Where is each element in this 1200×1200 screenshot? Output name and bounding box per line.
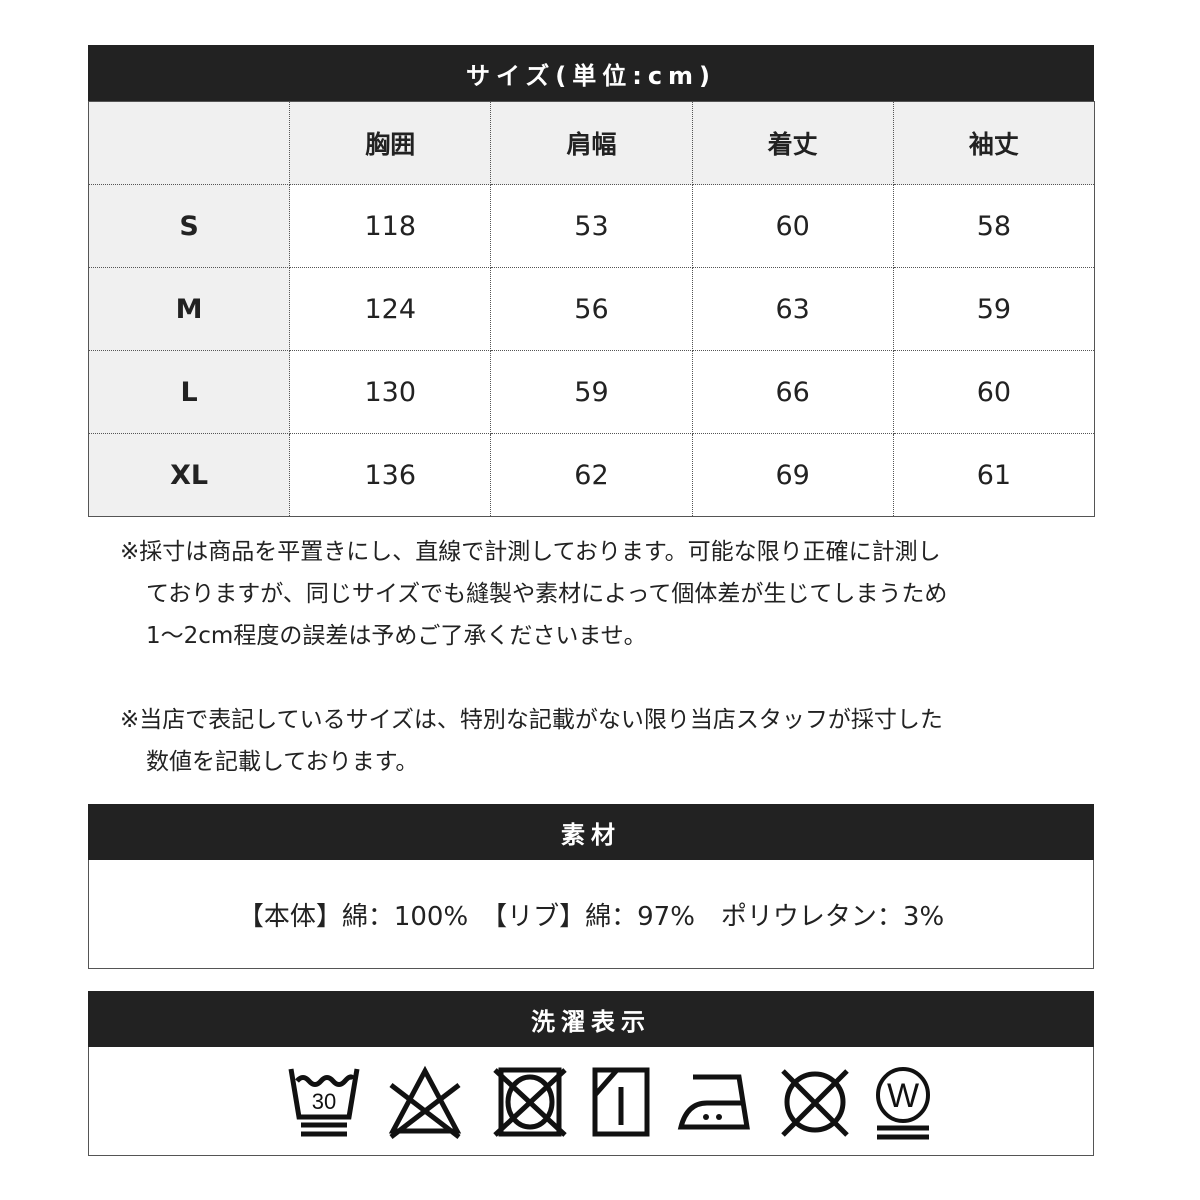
size-label: M bbox=[87, 267, 291, 351]
cell: 58 bbox=[892, 184, 1096, 268]
material-title: 素材 bbox=[88, 804, 1094, 860]
header-cell: 袖丈 bbox=[892, 101, 1096, 185]
size-label: XL bbox=[87, 433, 291, 517]
svg-text:30: 30 bbox=[312, 1089, 336, 1114]
wash-30-gentle-icon: 30 bbox=[288, 1068, 360, 1137]
cell: 53 bbox=[490, 184, 693, 268]
header-cell bbox=[87, 101, 291, 185]
cell: 56 bbox=[490, 267, 693, 351]
wet-clean-very-gentle-icon: W bbox=[876, 1067, 930, 1140]
cell: 60 bbox=[892, 350, 1096, 434]
note-line: 数値を記載しております。 bbox=[146, 749, 419, 775]
note-line: ※採寸は商品を平置きにし、直線で計測しております。可能な限り正確に計測し bbox=[120, 539, 941, 565]
cell: 136 bbox=[289, 433, 492, 517]
size-table-title: サイズ(単位:cm) bbox=[88, 45, 1094, 101]
table-row: M 124 56 63 59 bbox=[87, 267, 1096, 351]
laundry-title: 洗濯表示 bbox=[88, 991, 1094, 1047]
iron-medium-icon bbox=[677, 1074, 750, 1130]
cell: 59 bbox=[490, 350, 693, 434]
no-bleach-icon bbox=[388, 1065, 462, 1139]
table-row: L 130 59 66 60 bbox=[87, 350, 1096, 434]
note-line: ※当店で表記しているサイズは、特別な記載がない限り当店スタッフが採寸した bbox=[120, 707, 943, 733]
cell: 59 bbox=[892, 267, 1096, 351]
no-dry-clean-icon bbox=[781, 1069, 849, 1137]
no-tumble-dry-icon bbox=[493, 1067, 567, 1137]
laundry-icons: 30 W bbox=[88, 1047, 1094, 1156]
cell: 61 bbox=[892, 433, 1096, 517]
note-line: 1～2cm程度の誤差は予めご了承くださいませ。 bbox=[146, 623, 647, 649]
header-cell: 着丈 bbox=[691, 101, 894, 185]
header-cell: 肩幅 bbox=[490, 101, 693, 185]
cell: 66 bbox=[691, 350, 894, 434]
table-header-row: 胸囲 肩幅 着丈 袖丈 bbox=[87, 101, 1096, 185]
table-row: XL 136 62 69 61 bbox=[87, 433, 1096, 517]
header-cell: 胸囲 bbox=[289, 101, 492, 185]
note-line: ておりますが、同じサイズでも縫製や素材によって個体差が生じてしまうため bbox=[146, 581, 948, 607]
cell: 130 bbox=[289, 350, 492, 434]
cell: 63 bbox=[691, 267, 894, 351]
size-label: S bbox=[87, 184, 291, 268]
table-row: S 118 53 60 58 bbox=[87, 184, 1096, 268]
size-note: ※当店で表記しているサイズは、特別な記載がない限り当店スタッフが採寸した 数値を… bbox=[120, 699, 943, 783]
cell: 62 bbox=[490, 433, 693, 517]
measurement-note: ※採寸は商品を平置きにし、直線で計測しております。可能な限り正確に計測し ており… bbox=[120, 531, 947, 657]
svg-text:W: W bbox=[887, 1077, 919, 1115]
cell: 69 bbox=[691, 433, 894, 517]
size-table: 胸囲 肩幅 着丈 袖丈 S 118 53 60 58 M 124 56 63 59 L 130 59… bbox=[87, 101, 1096, 517]
cell: 118 bbox=[289, 184, 492, 268]
cell: 60 bbox=[691, 184, 894, 268]
material-text: 【本体】綿：100% 【リブ】綿：97% ポリウレタン：3% bbox=[88, 860, 1094, 969]
size-label: L bbox=[87, 350, 291, 434]
cell: 124 bbox=[289, 267, 492, 351]
line-dry-shade-icon bbox=[592, 1067, 650, 1137]
